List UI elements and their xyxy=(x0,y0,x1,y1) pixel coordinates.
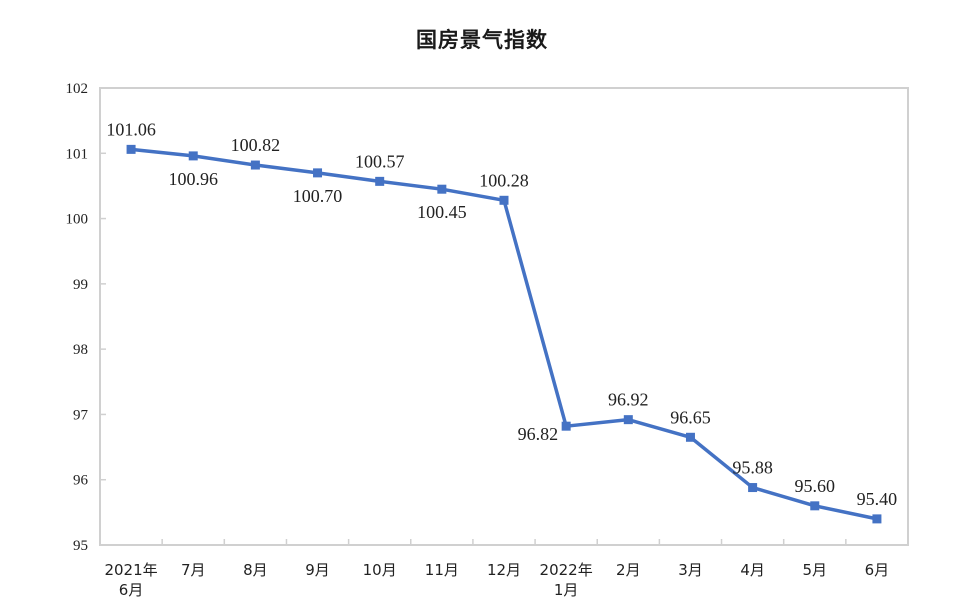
x-tick-label: 7月 xyxy=(181,561,206,579)
x-tick-label: 12月 xyxy=(487,561,521,579)
data-point-marker xyxy=(437,184,447,194)
data-point-marker xyxy=(313,168,323,178)
x-tick-label: 8月 xyxy=(243,561,268,579)
data-point-marker xyxy=(748,483,758,493)
y-tick-label: 98 xyxy=(73,342,88,358)
x-tick-label: 6月 xyxy=(119,581,144,599)
data-label: 100.57 xyxy=(355,151,405,171)
x-tick-label: 9月 xyxy=(305,561,330,579)
data-point-marker xyxy=(499,195,509,205)
y-tick-label: 97 xyxy=(73,407,89,423)
data-point-marker xyxy=(872,514,882,524)
y-tick-label: 96 xyxy=(73,473,89,489)
y-tick-label: 99 xyxy=(73,277,88,293)
data-point-marker xyxy=(561,421,571,431)
data-label: 96.82 xyxy=(518,424,559,444)
x-tick-label: 1月 xyxy=(554,581,579,599)
x-tick-label: 6月 xyxy=(865,561,890,579)
y-tick-label: 102 xyxy=(66,81,89,97)
data-point-marker xyxy=(623,415,633,425)
data-label: 100.82 xyxy=(231,135,281,155)
data-label: 95.60 xyxy=(795,476,836,496)
data-point-marker xyxy=(375,176,385,186)
y-axis: 95 96 97 98 99 100 101 102 xyxy=(66,81,106,554)
data-label: 95.40 xyxy=(857,489,898,509)
data-labels: 101.06 100.96 100.82 100.70 100.57 100.45 100.… xyxy=(106,119,897,509)
data-series xyxy=(126,144,882,524)
chart-title: 国房景气指数 xyxy=(416,28,548,52)
y-tick-label: 101 xyxy=(66,146,89,162)
plot-border xyxy=(99,87,909,546)
data-point-marker xyxy=(188,151,198,161)
data-label: 101.06 xyxy=(106,119,156,139)
y-tick-label: 100 xyxy=(66,212,89,228)
x-tick-label: 5月 xyxy=(802,561,827,579)
data-point-marker xyxy=(126,144,136,154)
data-label: 100.28 xyxy=(479,170,529,190)
x-axis: 2021年 6月 7月 8月 9月 10月 11月 12月 2022年 1月 2月 3月 4月 5月 6月 xyxy=(104,539,889,599)
data-label: 100.96 xyxy=(168,169,218,189)
plot-frame xyxy=(99,87,909,546)
x-tick-label: 3月 xyxy=(678,561,703,579)
x-tick-label: 4月 xyxy=(740,561,765,579)
data-label: 100.45 xyxy=(417,202,467,222)
data-label: 95.88 xyxy=(732,458,773,478)
x-tick-label: 2022年 xyxy=(540,561,593,579)
data-point-marker xyxy=(685,432,695,442)
x-tick-label: 2021年 xyxy=(104,561,157,579)
x-tick-label: 10月 xyxy=(363,561,397,579)
x-tick-label: 11月 xyxy=(425,561,459,579)
y-tick-label: 95 xyxy=(73,538,88,554)
data-point-marker xyxy=(810,501,820,511)
data-label: 100.70 xyxy=(293,186,343,206)
data-point-marker xyxy=(250,160,260,170)
data-label: 96.65 xyxy=(670,407,711,427)
x-tick-label: 2月 xyxy=(616,561,641,579)
data-label: 96.92 xyxy=(608,390,649,410)
